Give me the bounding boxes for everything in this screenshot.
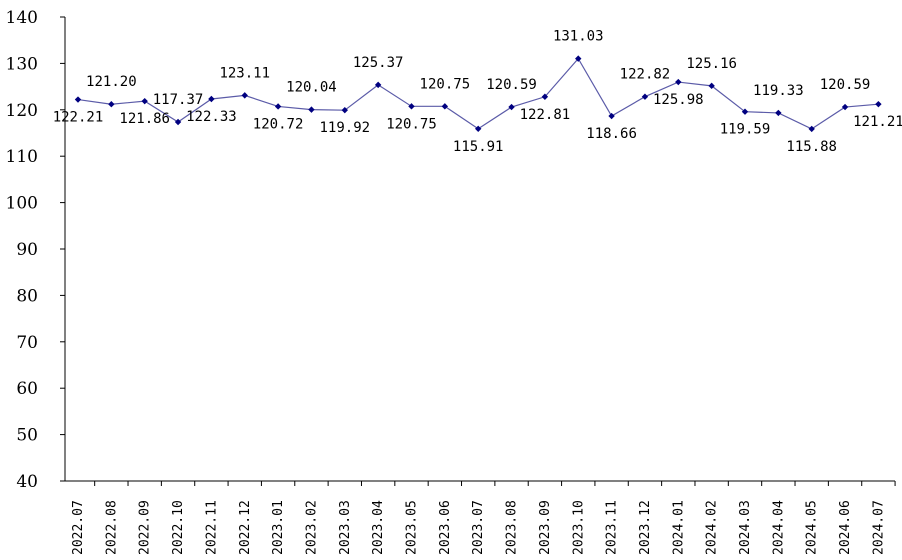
x-tick-label: 2023.08 [505, 500, 520, 555]
data-label: 122.33 [186, 109, 237, 125]
x-tick-label: 2022.07 [71, 500, 86, 555]
data-point [441, 103, 449, 110]
data-point [308, 106, 315, 113]
x-tick-label: 2023.01 [271, 500, 286, 555]
data-point [241, 92, 248, 99]
data-point [541, 93, 549, 100]
y-tick-label: 120 [6, 101, 38, 121]
data-label: 121.21 [853, 114, 902, 130]
data-label: 122.21 [53, 110, 104, 126]
y-tick-label: 50 [16, 426, 38, 446]
data-label: 125.98 [653, 92, 704, 108]
x-tick-label: 2024.02 [705, 500, 720, 555]
y-tick-label: 110 [6, 147, 38, 167]
data-point [741, 108, 749, 115]
data-label: 125.37 [353, 55, 404, 71]
data-point [808, 125, 815, 133]
y-tick-label: 90 [16, 240, 38, 260]
x-tick-label: 2022.10 [171, 500, 186, 555]
data-label: 115.88 [786, 139, 837, 155]
data-point [408, 103, 415, 110]
y-tick-label: 60 [16, 379, 38, 399]
data-label: 122.81 [520, 107, 571, 123]
x-tick-label: 2022.08 [104, 500, 119, 555]
data-label: 118.66 [586, 126, 637, 142]
data-point [108, 101, 115, 108]
data-label: 120.75 [386, 116, 437, 132]
y-tick-label: 40 [16, 472, 38, 492]
data-point [675, 78, 682, 86]
data-label: 131.03 [553, 29, 604, 45]
x-tick-label: 2024.04 [771, 500, 786, 555]
data-label: 117.37 [153, 92, 204, 108]
data-point [475, 125, 482, 132]
x-tick-label: 2022.09 [138, 500, 153, 555]
x-tick-label: 2023.12 [638, 500, 653, 555]
x-tick-label: 2023.06 [438, 500, 453, 555]
data-label: 120.04 [286, 80, 337, 96]
data-label: 115.91 [453, 139, 504, 155]
data-point [174, 118, 182, 126]
data-label: 122.82 [620, 67, 671, 83]
x-tick-label: 2023.07 [471, 500, 486, 555]
y-tick-label: 140 [6, 8, 38, 28]
x-tick-label: 2023.05 [405, 500, 420, 555]
data-point [641, 93, 649, 100]
data-label: 120.72 [253, 116, 304, 132]
data-point [74, 96, 82, 103]
x-tick-label: 2023.09 [538, 500, 553, 555]
y-tick-label: 70 [16, 333, 38, 353]
x-tick-label: 2023.02 [304, 500, 319, 555]
x-tick-label: 2024.07 [871, 500, 886, 555]
x-tick-label: 2024.01 [671, 500, 686, 555]
x-tick-label: 2023.04 [371, 500, 386, 555]
data-point [875, 100, 882, 108]
data-label: 121.20 [86, 74, 137, 90]
x-tick-label: 2022.12 [238, 500, 253, 555]
data-label: 123.11 [219, 65, 270, 81]
data-point [374, 81, 382, 89]
data-label: 120.75 [420, 76, 471, 92]
data-label: 121.86 [119, 111, 170, 127]
x-tick-label: 2023.03 [338, 500, 353, 555]
y-tick-label: 100 [6, 194, 38, 214]
data-label: 119.59 [720, 122, 771, 138]
data-point [508, 103, 515, 111]
data-label: 120.59 [486, 77, 537, 93]
y-tick-label: 130 [6, 54, 38, 74]
data-label: 120.59 [820, 77, 871, 93]
data-point [575, 55, 582, 62]
data-point [274, 103, 282, 110]
data-point [608, 112, 615, 120]
data-point [208, 95, 215, 103]
y-tick-label: 80 [16, 286, 38, 306]
data-point [141, 97, 148, 105]
data-point [708, 82, 715, 90]
x-tick-label: 2024.05 [805, 500, 820, 555]
data-point [775, 109, 782, 117]
x-tick-label: 2023.11 [605, 500, 620, 555]
x-tick-label: 2023.10 [571, 500, 586, 555]
x-tick-label: 2022.11 [204, 500, 219, 555]
data-label: 119.33 [753, 83, 804, 99]
data-label: 125.16 [686, 56, 737, 72]
data-point [841, 103, 849, 111]
x-tick-label: 2024.03 [738, 500, 753, 555]
data-label: 119.92 [320, 120, 371, 136]
x-tick-label: 2024.06 [838, 500, 853, 555]
data-point [341, 106, 348, 114]
